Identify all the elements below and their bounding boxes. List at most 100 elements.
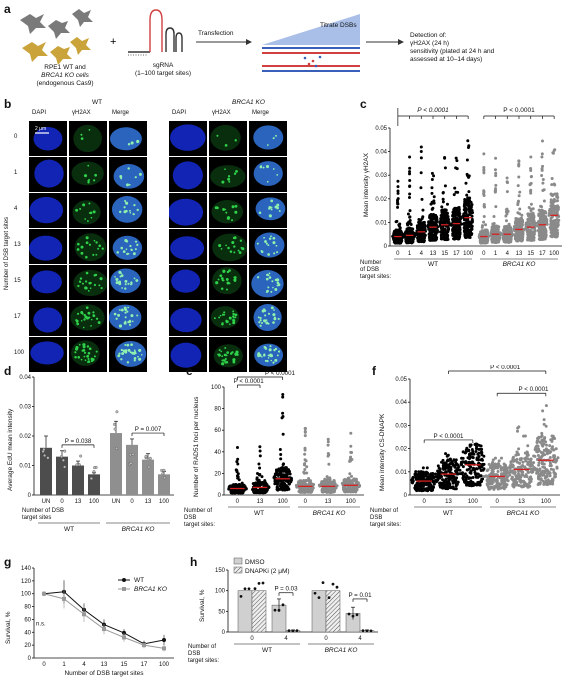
micrograph-cell [168, 336, 208, 373]
micrograph-cell [208, 336, 248, 373]
p-value-label: P < 0.0001 [490, 365, 521, 371]
y-tick-label: 0.01 [375, 220, 387, 226]
legend-dnapki-swatch [233, 566, 243, 574]
replicate-point [75, 463, 79, 467]
replicate-point [163, 476, 167, 480]
micrograph-cell [248, 192, 288, 229]
x-tick-label: 1 [62, 662, 66, 668]
chart-e: 0 20 40 60 80 100 Number of RAD51 foci per nuc… [184, 370, 364, 528]
x-tick-label: 4 [358, 636, 362, 642]
micrograph-cell [208, 192, 248, 229]
p-value-label: P < 0.0001 [503, 107, 535, 114]
category-0-points [477, 152, 490, 245]
replicate-point [131, 452, 135, 456]
ko-title: BRCA1 KO [232, 99, 265, 106]
y-tick-label: 0.02 [375, 197, 387, 203]
replicate-point [369, 629, 373, 633]
row-label: 17 [14, 314, 21, 320]
panel-b-label: b [4, 97, 12, 111]
y-tick-label: 0 [404, 493, 408, 499]
p-value-label: P = 0.007 [135, 426, 162, 433]
replicate-point [253, 587, 257, 591]
replicate-point [129, 461, 133, 465]
detection-caption: Detection of: γH2AX (24 h) sensitivity (… [410, 32, 495, 63]
y-tick-label: 0.02 [19, 434, 31, 440]
y-tick-label: 140 [21, 566, 32, 572]
x-tick-label: 15 [121, 662, 128, 668]
column-header: γH2AX [212, 110, 231, 116]
y-tick-label: 40 [24, 630, 31, 636]
p-value-label: P < 0.0001 [234, 378, 265, 385]
replicate-point [239, 594, 243, 598]
replicate-point [93, 466, 97, 470]
category-1-points [433, 452, 464, 491]
replicate-point [46, 456, 50, 460]
y-tick-label: 20 [214, 471, 221, 477]
p-value-label: P < 0.0001 [434, 433, 465, 440]
replicate-point [335, 585, 339, 589]
replicate-point [295, 629, 299, 633]
x-tick-label: 0 [130, 499, 134, 505]
sgrna-icon [128, 9, 183, 56]
wt-group-label: WT [443, 510, 453, 517]
column-header: γH2AX [72, 110, 91, 116]
replicate-point [147, 465, 151, 469]
x-tick-label: 13 [445, 499, 452, 505]
x-row-title: target sites: [184, 522, 215, 528]
chart-h: 0 50 100 150 Survival, % 0 4 0 4 P = 0.03 P = 0.01… [188, 557, 378, 664]
x-tick-label: UN [42, 499, 51, 505]
legend-wt-label: WT [134, 577, 144, 584]
x-tick-label: 17 [141, 662, 148, 668]
x-tick-label: 1 [408, 251, 412, 257]
p-value-label: P = 0.01 [348, 592, 372, 599]
x-tick-label: 100 [541, 499, 552, 505]
micrograph-cell [108, 120, 148, 157]
ko-group-label: BRCA1 KO [507, 510, 540, 517]
ko-point [102, 627, 106, 632]
micrograph-cell [248, 264, 288, 301]
y-tick-label: 0.01 [395, 470, 407, 476]
x-tick-label: 13 [325, 499, 332, 505]
replicate-point [313, 591, 317, 595]
x-tick-label: 15 [527, 251, 534, 257]
replicate-point [161, 472, 165, 476]
chart-g: 0 20 40 60 80 100 120 140 Survival, % 0 1 4 13 15 17 10… [5, 566, 174, 677]
category-6-points [461, 139, 475, 240]
y-axis-title: Survival, % [199, 589, 206, 622]
micrograph-cell [68, 228, 108, 265]
micrograph-cell [108, 300, 148, 337]
y-tick-label: 20 [24, 643, 31, 649]
x-tick-label: 1 [494, 251, 498, 257]
y-tick-label: 80 [214, 407, 221, 413]
micrograph-cell [108, 228, 148, 265]
category-3-points [482, 456, 512, 491]
micrograph-cell: 2 μm [28, 120, 68, 157]
replicate-point [331, 582, 335, 586]
micrograph-cell [28, 156, 68, 193]
p-value-label: P = 0.038 [65, 438, 92, 445]
x-row-title: DSB [184, 515, 196, 521]
x-row-title: Number [360, 260, 381, 266]
replicate-point [257, 581, 261, 585]
replicate-point [113, 422, 116, 426]
titrate-triangle [262, 14, 360, 45]
x-tick-label: 13 [430, 251, 437, 257]
cells-caption: RPE1 WT and BRCA1 KO cells (endogenous C… [36, 64, 94, 87]
micrograph-cell [168, 300, 208, 337]
x-tick-label: 4 [82, 662, 86, 668]
category-5-points [450, 156, 463, 241]
y-tick-label: 0.03 [19, 405, 31, 411]
micrograph-cell [248, 156, 288, 193]
replicate-point [79, 454, 83, 458]
micrograph-cell [68, 336, 108, 373]
replicate-point [148, 456, 152, 460]
y-tick-label: 0.05 [395, 377, 407, 383]
x-tick-label: 17 [453, 251, 460, 257]
micrograph-cell [168, 264, 208, 301]
micrograph-cell [28, 192, 68, 229]
row-label: 4 [14, 206, 18, 212]
column-header: Merge [112, 110, 130, 116]
legend-dmso-label: DMSO [245, 559, 265, 566]
x-tick-label: 13 [145, 499, 152, 505]
category-0-points [227, 445, 248, 495]
